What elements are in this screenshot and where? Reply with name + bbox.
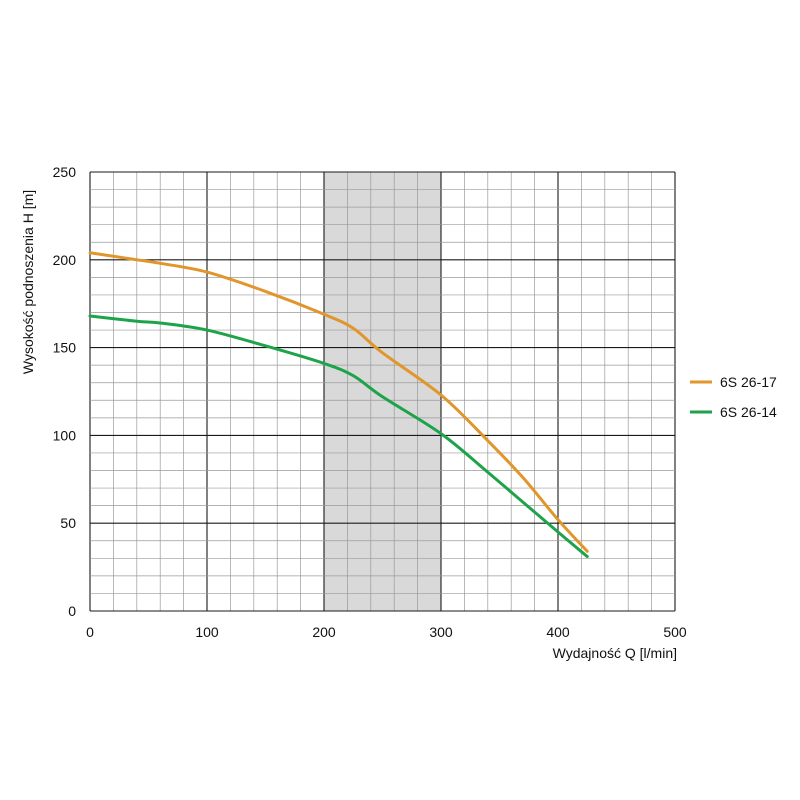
x-tick-label: 300 — [429, 624, 453, 640]
x-tick-label: 200 — [312, 624, 336, 640]
legend-label: 6S 26-17 — [720, 374, 777, 390]
highlight-band — [324, 172, 441, 611]
x-tick-label: 500 — [663, 624, 687, 640]
y-tick-label: 100 — [53, 427, 77, 443]
legend-label: 6S 26-14 — [720, 404, 777, 420]
highlight-band-layer — [324, 172, 441, 611]
y-tick-label: 150 — [53, 340, 77, 356]
x-tick-label: 0 — [86, 624, 94, 640]
y-tick-label: 250 — [53, 164, 77, 180]
y-axis-label: Wysokość podnoszenia H [m] — [20, 190, 36, 374]
x-tick-label: 400 — [546, 624, 570, 640]
series-layer — [88, 251, 589, 559]
y-tick-label: 50 — [60, 515, 76, 531]
x-tick-label: 100 — [195, 624, 219, 640]
y-tick-label: 200 — [53, 252, 77, 268]
y-tick-label: 0 — [68, 603, 76, 619]
series-line-2 — [88, 314, 589, 559]
legend: 6S 26-17 6S 26-14 — [690, 374, 777, 420]
x-axis-label: Wydajność Q [l/min] — [553, 645, 677, 661]
series-line-1 — [88, 251, 589, 553]
tick-labels: 0 100 200 300 400 500 0 50 100 150 200 250 — [53, 164, 687, 640]
grid — [89, 171, 676, 612]
